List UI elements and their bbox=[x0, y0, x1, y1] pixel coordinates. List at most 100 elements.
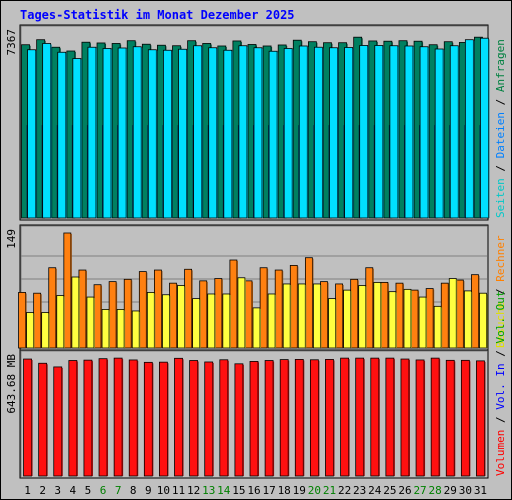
bar bbox=[42, 43, 52, 219]
bar bbox=[162, 294, 170, 349]
bar bbox=[448, 278, 457, 349]
bar bbox=[389, 45, 399, 219]
bar bbox=[264, 360, 274, 477]
legend-separator: / bbox=[494, 158, 507, 178]
bar bbox=[313, 46, 323, 219]
bar bbox=[325, 359, 334, 477]
bar bbox=[98, 358, 108, 477]
bar bbox=[404, 45, 414, 219]
bar bbox=[214, 278, 223, 349]
bar bbox=[297, 283, 306, 349]
bar bbox=[274, 269, 283, 349]
day-label: 20 bbox=[308, 484, 321, 497]
bar bbox=[373, 281, 382, 349]
bar bbox=[208, 47, 218, 219]
bar bbox=[147, 49, 157, 219]
panels: 7367 Seiten / Dateien / Anfragen 149 Besuch… bbox=[5, 24, 507, 479]
bar bbox=[440, 282, 449, 349]
day-label: 27 bbox=[413, 484, 426, 497]
bar bbox=[464, 39, 474, 219]
panel-2: 149 Besuche / Rechner bbox=[5, 224, 507, 351]
bar bbox=[430, 357, 440, 477]
bar bbox=[253, 47, 263, 219]
bar bbox=[204, 361, 214, 477]
bar bbox=[268, 50, 278, 219]
bar bbox=[415, 359, 425, 477]
day-label: 28 bbox=[429, 484, 442, 497]
day-label: 18 bbox=[278, 484, 291, 497]
day-label: 17 bbox=[262, 484, 275, 497]
bar bbox=[312, 283, 321, 349]
bar bbox=[359, 45, 369, 219]
bar bbox=[53, 366, 63, 477]
bar bbox=[388, 291, 397, 349]
panel-frame bbox=[19, 349, 489, 479]
bar bbox=[358, 285, 367, 349]
legend-item: Anfragen bbox=[494, 39, 507, 92]
bar bbox=[350, 278, 359, 349]
bar bbox=[340, 357, 349, 477]
bar bbox=[128, 359, 138, 477]
bar bbox=[18, 292, 26, 349]
bar bbox=[68, 360, 78, 477]
bar bbox=[138, 271, 147, 349]
bar bbox=[219, 359, 229, 477]
bar bbox=[87, 46, 97, 219]
bar bbox=[93, 284, 102, 349]
day-label: 23 bbox=[353, 484, 366, 497]
bar bbox=[252, 307, 261, 349]
panel-3: 643.68 MB Volumen / Vol. In / Vol. Out bbox=[5, 291, 507, 479]
bar bbox=[283, 48, 293, 219]
bar bbox=[63, 232, 72, 349]
bar bbox=[335, 283, 343, 349]
day-label: 15 bbox=[232, 484, 245, 497]
legend-separator: / bbox=[494, 282, 507, 302]
bar bbox=[445, 359, 455, 477]
legend-item: Seiten bbox=[494, 178, 507, 218]
bar bbox=[425, 288, 434, 349]
bar bbox=[163, 49, 172, 219]
bar bbox=[244, 280, 253, 349]
bar bbox=[177, 285, 185, 349]
bar bbox=[207, 293, 216, 349]
bar bbox=[309, 359, 319, 477]
bar bbox=[279, 359, 289, 477]
bar bbox=[370, 357, 380, 477]
series-volumen bbox=[23, 357, 486, 477]
bar bbox=[143, 361, 153, 477]
bar bbox=[132, 46, 142, 219]
bar bbox=[78, 269, 87, 349]
bar bbox=[249, 361, 259, 477]
bar bbox=[154, 269, 162, 349]
day-label: 4 bbox=[70, 484, 77, 497]
bar bbox=[174, 357, 183, 477]
bar bbox=[329, 47, 338, 219]
bar bbox=[178, 48, 187, 219]
bar bbox=[418, 296, 427, 349]
bar bbox=[455, 279, 464, 349]
bar bbox=[169, 282, 177, 349]
day-label: 19 bbox=[293, 484, 306, 497]
legend: Volumen / Vol. In / Vol. Out bbox=[494, 291, 507, 476]
bar bbox=[41, 312, 50, 349]
day-label: 3 bbox=[54, 484, 61, 497]
day-label: 9 bbox=[145, 484, 152, 497]
bar bbox=[117, 47, 127, 219]
bar bbox=[294, 359, 304, 477]
day-label: 24 bbox=[368, 484, 382, 497]
bar bbox=[189, 360, 199, 477]
legend: Seiten / Dateien / Anfragen bbox=[494, 39, 507, 218]
bar bbox=[476, 360, 485, 477]
bar bbox=[102, 48, 112, 219]
bar bbox=[23, 358, 32, 477]
day-label: 21 bbox=[323, 484, 336, 497]
day-label: 10 bbox=[157, 484, 170, 497]
bar bbox=[33, 292, 42, 349]
bar bbox=[419, 46, 429, 219]
bar bbox=[380, 281, 389, 349]
bar bbox=[343, 289, 351, 349]
bar bbox=[146, 292, 155, 349]
bar bbox=[131, 310, 140, 349]
legend-item: Vol. In bbox=[494, 363, 507, 409]
y-max-label: 7367 bbox=[5, 29, 18, 56]
